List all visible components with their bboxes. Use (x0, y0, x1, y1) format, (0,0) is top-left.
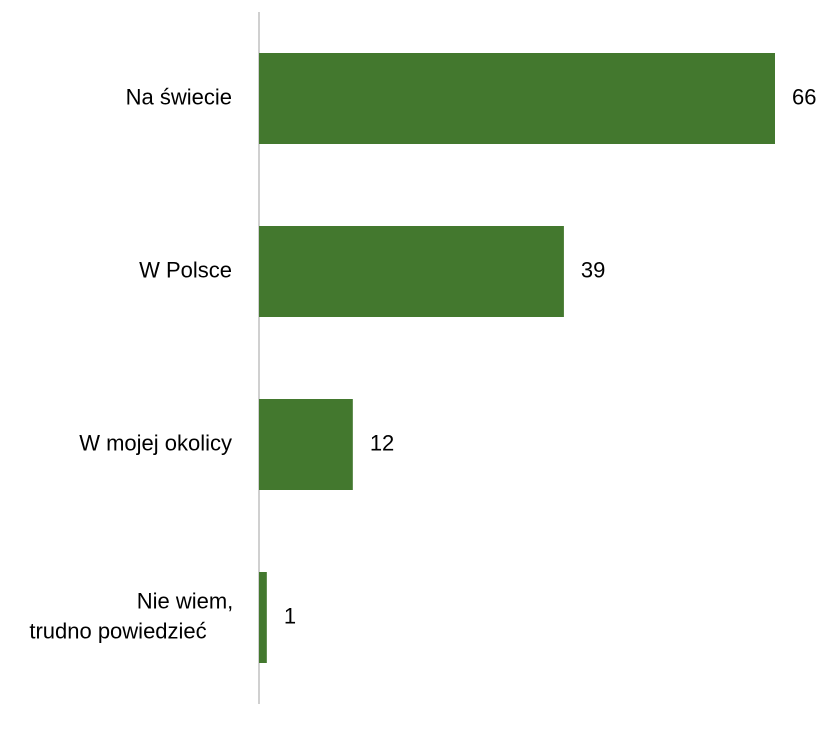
bar-0 (259, 53, 775, 144)
bar-2 (259, 399, 353, 490)
value-label-0: 66 (792, 84, 816, 109)
bar-1 (259, 226, 564, 317)
bars-group (259, 53, 775, 663)
category-label-1: W Polsce (139, 257, 232, 282)
value-labels-group: 66 39 12 1 (284, 84, 817, 628)
category-label-3: Nie wiem, trudno powiedzieć (29, 588, 233, 643)
value-label-2: 12 (370, 430, 394, 455)
value-label-3: 1 (284, 603, 296, 628)
category-label-2: W mojej okolicy (79, 430, 232, 455)
value-label-1: 39 (581, 257, 605, 282)
category-labels-group: Na świecie W Polsce W mojej okolicy Nie wie… (29, 84, 233, 643)
category-label-0: Na świecie (126, 84, 232, 109)
bar-3 (259, 572, 267, 663)
